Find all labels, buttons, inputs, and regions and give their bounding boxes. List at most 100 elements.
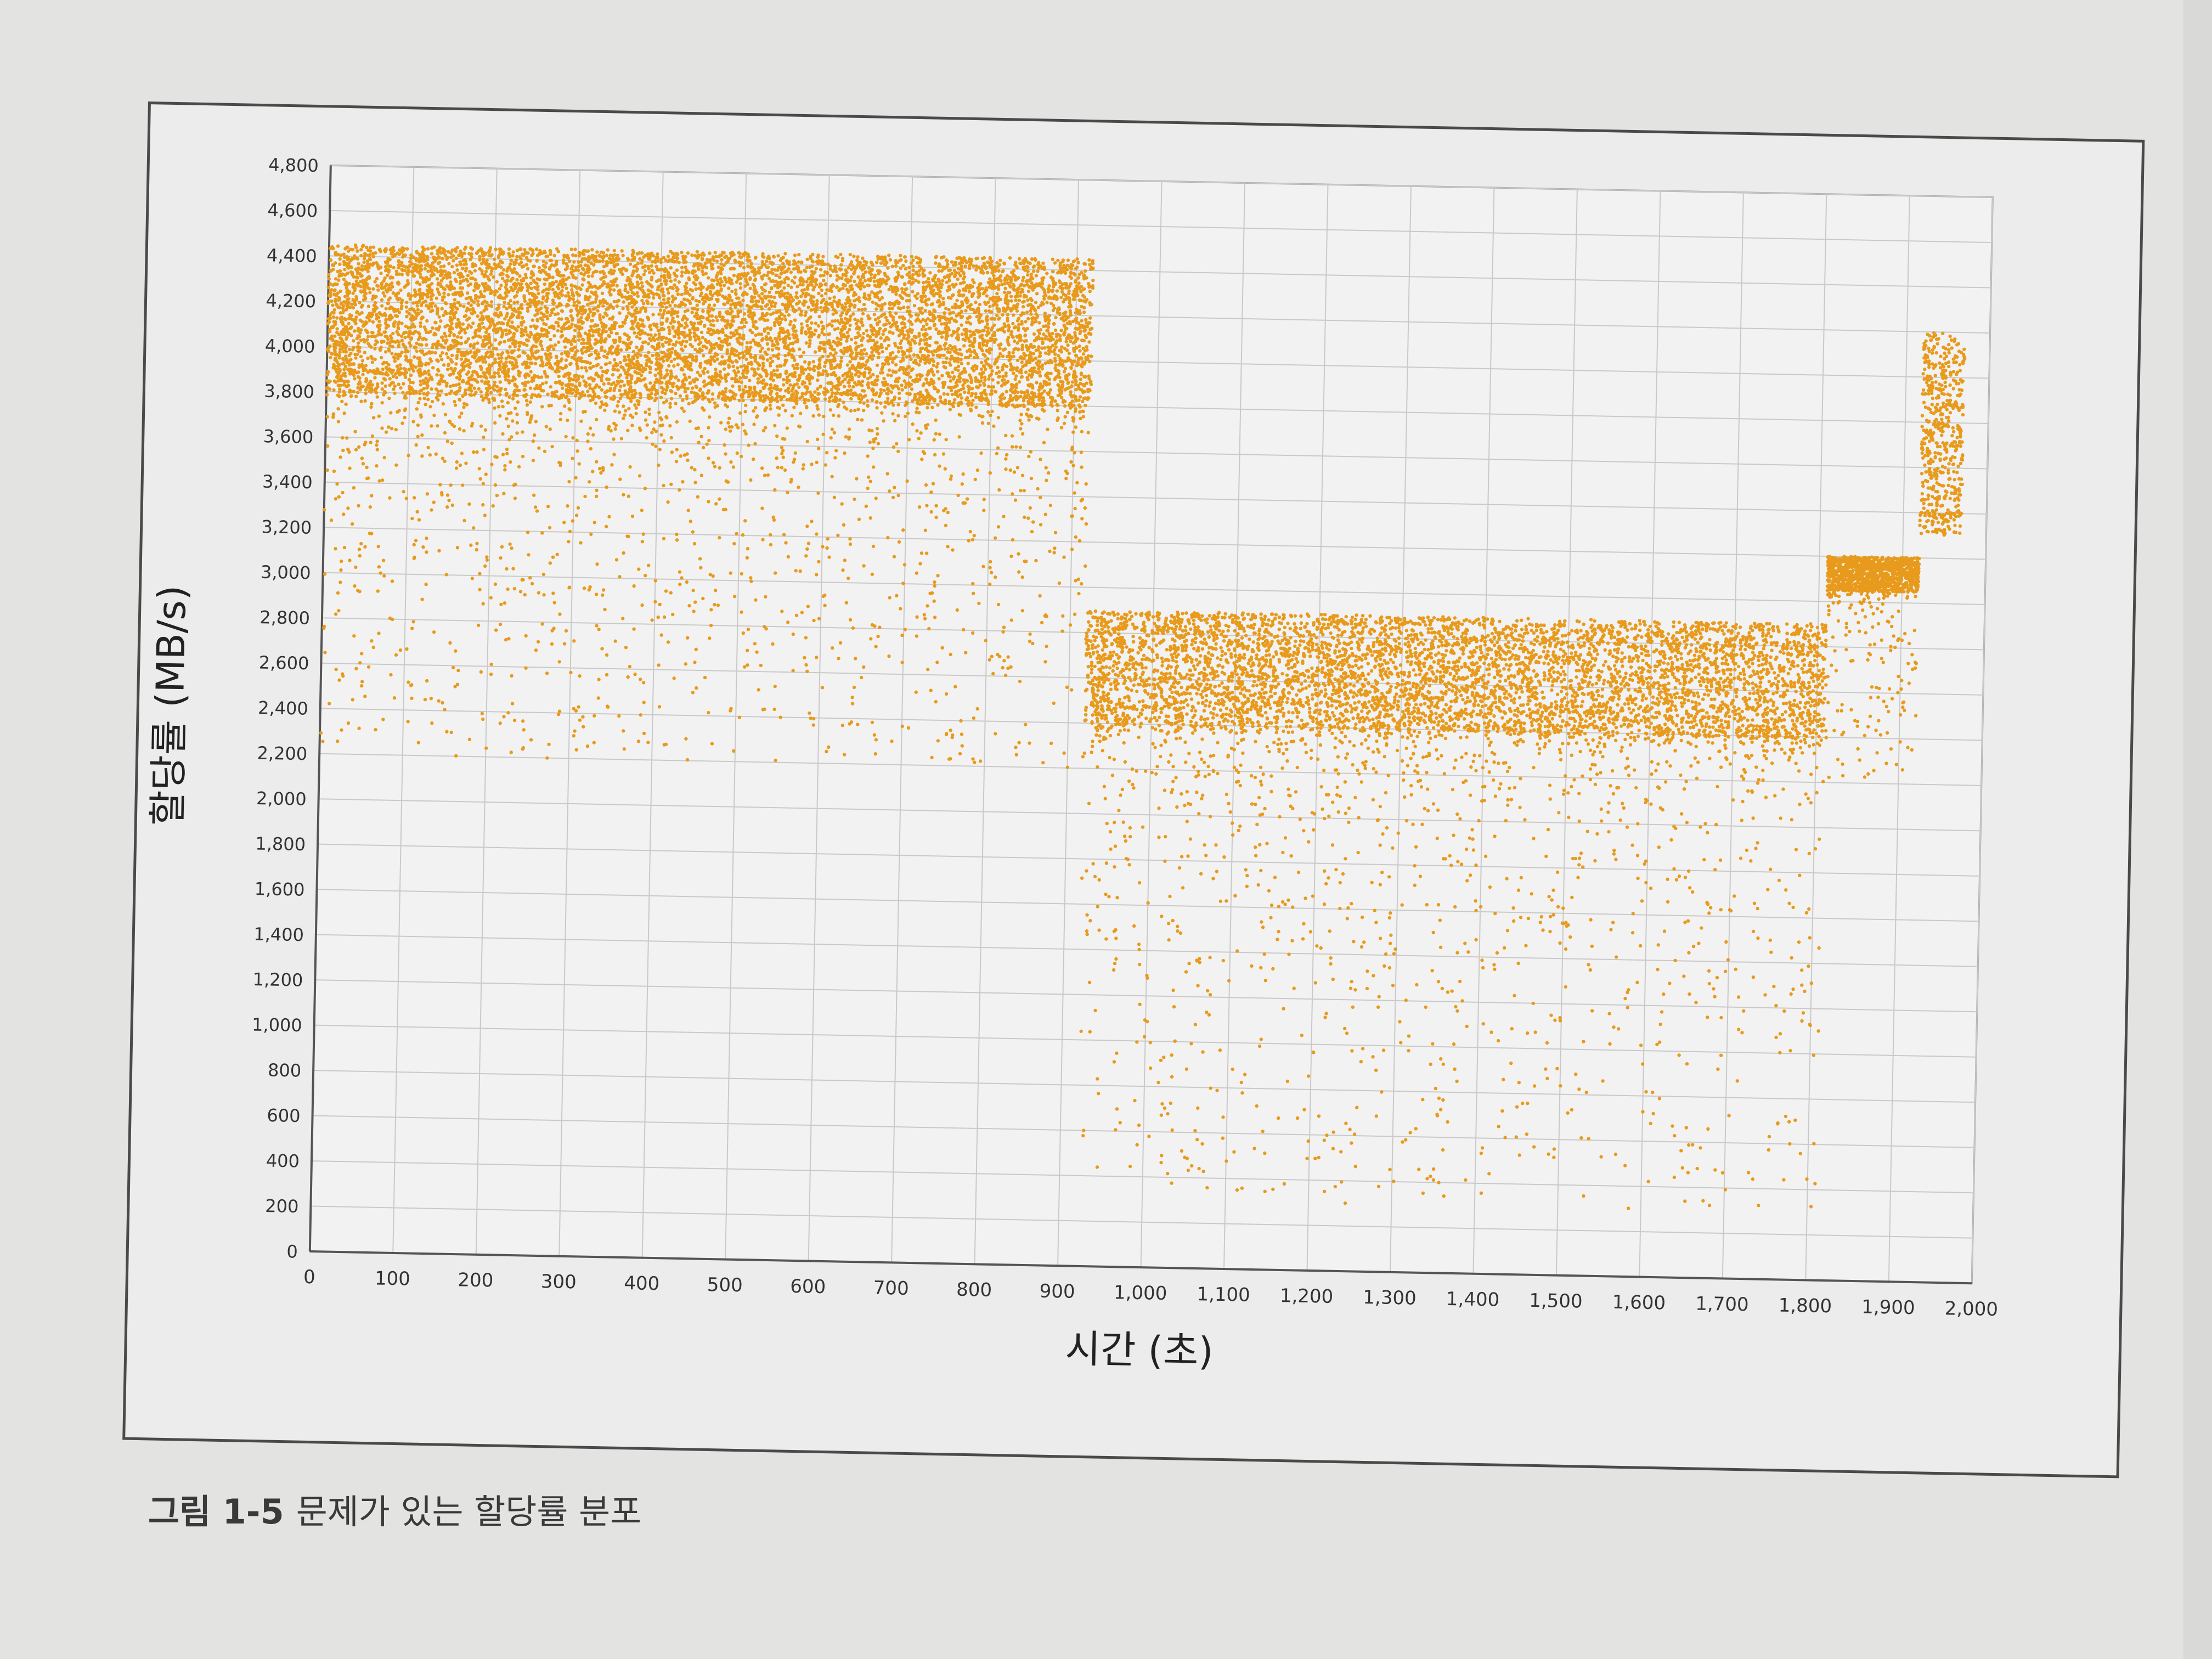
scatter-point — [760, 292, 764, 296]
y-tick-label: 4,200 — [266, 290, 316, 312]
scatter-point — [358, 331, 362, 335]
scatter-point — [668, 331, 672, 336]
scatter-point — [909, 357, 913, 362]
y-gridline — [315, 934, 1978, 967]
x-tick-label: 800 — [956, 1279, 992, 1301]
x-tick-label: 1,300 — [1363, 1286, 1417, 1310]
scatter-points — [319, 243, 1967, 1210]
scatter-point — [436, 270, 440, 274]
x-tick-label: 1,800 — [1778, 1294, 1832, 1317]
scatter-point — [830, 388, 834, 392]
y-gridline — [330, 165, 1993, 198]
scatter-point — [915, 296, 919, 301]
x-tick-label: 1,900 — [1861, 1296, 1915, 1319]
x-tick-label: 2,000 — [1944, 1297, 1998, 1321]
scatter-point — [664, 388, 668, 392]
scatter-point — [400, 261, 404, 265]
x-tick-label: 0 — [303, 1266, 315, 1288]
scatter-point — [1011, 351, 1015, 355]
scatter-point — [854, 341, 858, 345]
scatter-point — [395, 364, 399, 368]
x-tick-label: 200 — [458, 1269, 494, 1291]
scatter-point — [663, 392, 667, 396]
scatter-chart: 0 100 200 300 400 500 600 700 800 900 1,000 1,100 1,… — [145, 154, 1999, 1374]
x-tick-label: 1,000 — [1114, 1282, 1167, 1305]
y-gridline — [312, 1115, 1975, 1148]
scatter-point — [1059, 329, 1063, 332]
scatter-point — [1054, 345, 1058, 349]
scatter-point — [383, 276, 387, 280]
scatter-point — [1042, 297, 1046, 301]
scatter-point — [405, 247, 409, 251]
y-gridline — [314, 1024, 1977, 1058]
y-gridline — [319, 753, 1982, 786]
y-tick-label: 1,000 — [252, 1014, 302, 1036]
y-gridline — [325, 436, 1988, 470]
scatter-point — [794, 340, 798, 344]
scatter-point — [425, 319, 429, 323]
y-gridline — [318, 798, 1981, 832]
y-tick-label: 3,400 — [262, 471, 313, 493]
scatter-point — [782, 394, 786, 399]
scatter-point — [411, 322, 415, 326]
scatter-point — [643, 269, 647, 273]
scatter-point — [972, 369, 976, 373]
scatter-point — [766, 347, 770, 351]
y-gridline — [313, 1070, 1976, 1103]
scatter-point — [805, 266, 809, 269]
x-tick-label: 1,500 — [1529, 1290, 1583, 1313]
scatter-point — [839, 263, 843, 267]
scatter-point — [804, 341, 809, 345]
y-tick-label: 4,800 — [268, 154, 319, 176]
y-tick-label: 3,000 — [261, 562, 311, 584]
y-tick-label: 2,000 — [256, 788, 307, 810]
scatter-point — [1070, 399, 1074, 403]
scatter-point — [849, 397, 853, 401]
x-tick-label: 1,700 — [1695, 1293, 1749, 1316]
figure-frame: 0 100 200 300 400 500 600 700 800 900 1,000 1,100 1,… — [122, 101, 2145, 1479]
scatter-point — [660, 268, 664, 272]
scatter-point — [494, 266, 498, 270]
y-tick-label: 200 — [265, 1195, 299, 1217]
y-tick-label: 600 — [267, 1105, 301, 1126]
x-tick-label: 900 — [1039, 1280, 1075, 1303]
y-gridline — [330, 210, 1992, 244]
scatter-point — [845, 363, 850, 367]
scatter-point — [338, 350, 342, 354]
x-tick-label: 300 — [540, 1271, 577, 1293]
y-gridline — [326, 391, 1989, 425]
x-tick-label: 1,400 — [1446, 1288, 1499, 1311]
scatter-point — [884, 347, 889, 351]
y-tick-label: 2,400 — [258, 697, 308, 719]
scatter-point — [936, 362, 940, 366]
x-axis-title: 시간 (초) — [1065, 1327, 1214, 1374]
scatter-point — [862, 348, 867, 352]
x-tick-label: 600 — [790, 1276, 826, 1298]
scatter-point — [940, 279, 945, 283]
y-tick-label: 1,600 — [255, 878, 305, 900]
scatter-point — [544, 261, 548, 265]
scatter-point — [411, 274, 415, 278]
scatter-point — [669, 321, 673, 325]
y-gridline — [315, 979, 1977, 1013]
scatter-point — [646, 332, 650, 337]
x-tick-label: 700 — [873, 1277, 909, 1300]
scatter-point — [896, 270, 900, 274]
scatter-point — [773, 284, 777, 287]
y-tick-label: 2,600 — [258, 652, 309, 674]
scatter-point — [826, 354, 830, 358]
y-tick-label: 3,800 — [264, 381, 314, 403]
scatter-point — [897, 391, 901, 396]
y-tick-label: 2,800 — [259, 607, 310, 629]
scatter-point — [383, 384, 387, 388]
scatter-point — [373, 357, 377, 362]
scatter-point — [383, 350, 388, 354]
y-gridline — [318, 843, 1980, 877]
y-tick-label: 3,600 — [263, 426, 313, 448]
scatter-point — [476, 341, 479, 345]
x-tick-label: 100 — [375, 1267, 411, 1290]
scatter-point — [857, 299, 862, 303]
y-tick-label: 3,200 — [261, 516, 312, 538]
y-tick-label: 400 — [266, 1150, 300, 1171]
scatter-point — [856, 275, 860, 279]
